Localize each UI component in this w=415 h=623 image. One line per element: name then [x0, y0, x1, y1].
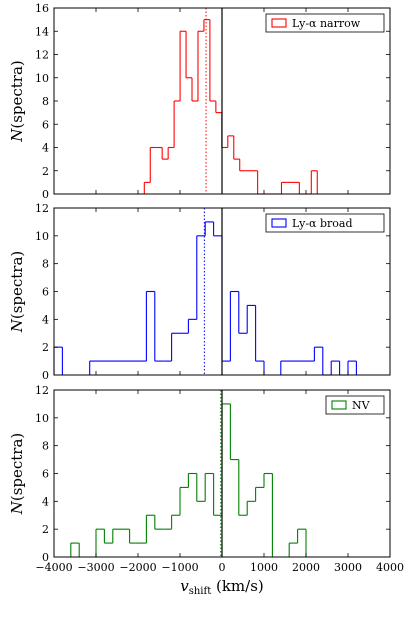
legend-label: Ly-α broad: [292, 217, 353, 230]
y-tick-label: 2: [42, 165, 49, 178]
y-tick-label: 2: [42, 523, 49, 536]
x-tick-label: 0: [219, 561, 226, 574]
y-tick-label: 8: [42, 258, 49, 271]
y-tick-label: 4: [42, 495, 49, 508]
x-tick-label: 3000: [334, 561, 362, 574]
y-tick-label: 8: [42, 440, 49, 453]
y-tick-label: 16: [35, 2, 49, 15]
y-tick-label: 10: [35, 230, 49, 243]
x-tick-label: −1000: [161, 561, 198, 574]
y-axis-label: N(spectra): [8, 433, 26, 516]
x-tick-label: −2000: [119, 561, 156, 574]
y-tick-label: 12: [35, 49, 49, 62]
y-tick-label: 0: [42, 369, 49, 382]
legend-label: NV: [352, 399, 371, 412]
x-tick-label: −3000: [77, 561, 114, 574]
x-tick-label: 1000: [250, 561, 278, 574]
y-tick-label: 12: [35, 384, 49, 397]
x-tick-label: 2000: [292, 561, 320, 574]
x-tick-label: −4000: [35, 561, 72, 574]
y-tick-label: 10: [35, 412, 49, 425]
y-tick-label: 6: [42, 286, 49, 299]
legend-label: Ly-α narrow: [292, 17, 361, 30]
legend-box: [265, 213, 385, 233]
x-tick-label: 4000: [376, 561, 404, 574]
y-axis-label: N(spectra): [8, 60, 26, 143]
y-tick-label: 10: [35, 72, 49, 85]
panel-2: 0 2 4 6 8 10 12 N(spectra) Ly-α broad: [8, 202, 391, 382]
legend-swatch: [331, 400, 347, 410]
legend-swatch: [271, 18, 287, 28]
y-axis-label: N(spectra): [8, 251, 26, 334]
y-tick-label: 4: [42, 142, 49, 155]
y-tick-label: 0: [42, 188, 49, 201]
y-tick-label: 6: [42, 118, 49, 131]
legend-swatch: [271, 218, 287, 228]
y-tick-label: 6: [42, 468, 49, 481]
y-tick-label: 8: [42, 95, 49, 108]
legend-box: [265, 13, 385, 33]
y-tick-label: 4: [42, 313, 49, 326]
x-axis-label: vshift (km/s): [180, 577, 264, 597]
y-tick-label: 14: [35, 25, 49, 38]
panel-3: 0 2 4 6 8 10 12 −4000 −3000 −2000 −1000 0 1000 2000 30…: [8, 384, 404, 597]
panel-1: 0 2 4 6 8 10 12 14 16 N(spectra) Ly-α narrow: [8, 2, 391, 201]
y-tick-label: 2: [42, 341, 49, 354]
y-tick-label: 0: [42, 551, 49, 564]
y-tick-label: 12: [35, 202, 49, 215]
